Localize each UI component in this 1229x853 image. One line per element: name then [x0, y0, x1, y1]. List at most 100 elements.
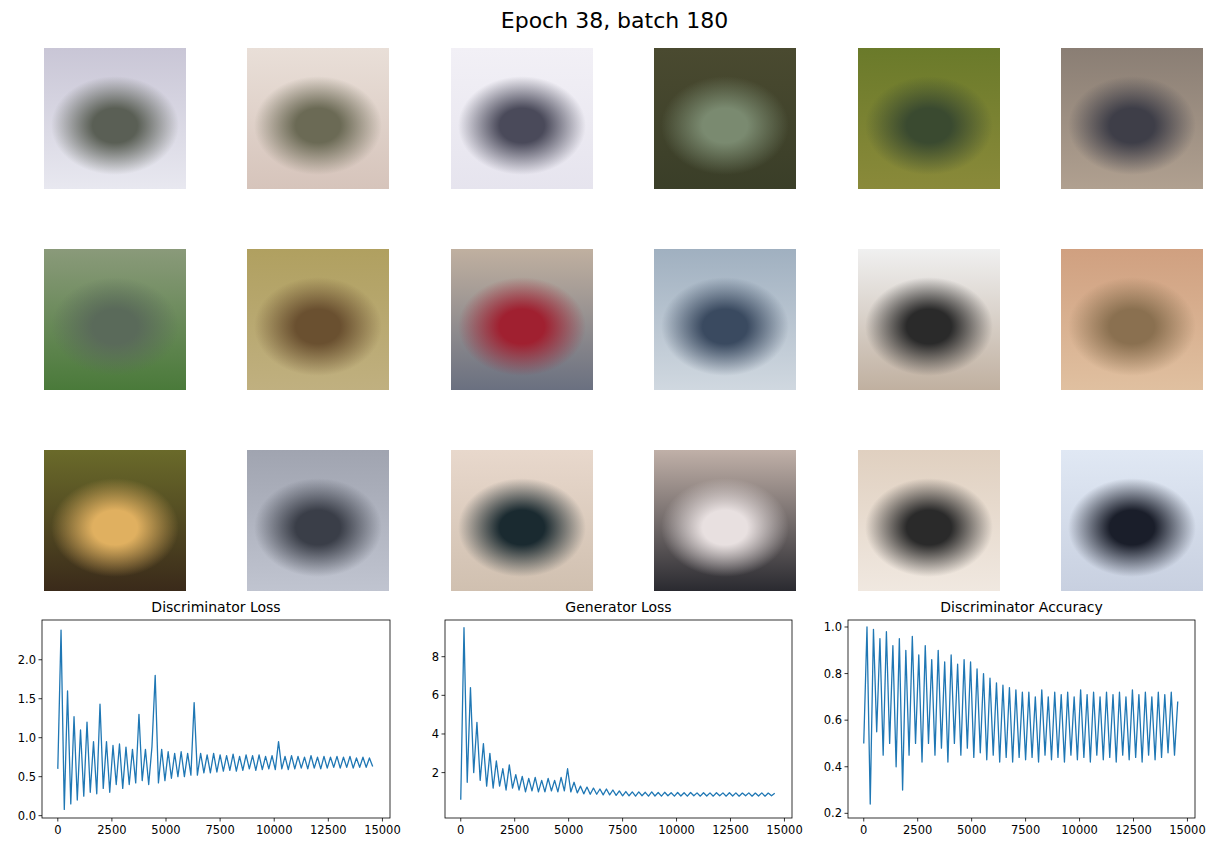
x-tick: [220, 818, 221, 822]
y-tick: [442, 656, 446, 657]
sample-image: [654, 450, 796, 591]
y-tick: [845, 626, 849, 627]
sample-image: [44, 48, 186, 189]
x-tick: [1079, 818, 1080, 822]
figure: Epoch 38, batch 180Discriminator Loss025…: [0, 0, 1229, 853]
x-tick-label: 7500: [1011, 823, 1040, 837]
y-tick: [442, 772, 446, 773]
y-tick-label: 2: [432, 766, 439, 780]
x-tick-label: 15000: [1169, 823, 1206, 837]
y-tick: [845, 813, 849, 814]
data-line: [461, 628, 775, 800]
x-tick: [971, 818, 972, 822]
x-tick: [514, 818, 515, 822]
plot-area: [58, 630, 373, 809]
y-tick-label: 1.5: [18, 692, 36, 706]
y-tick-label: 0.2: [824, 806, 842, 820]
x-tick: [274, 818, 275, 822]
x-tick-label: 5000: [151, 823, 180, 837]
y-tick-label: 0.8: [824, 667, 842, 681]
y-tick-label: 0.6: [824, 713, 842, 727]
x-tick-label: 10000: [1061, 823, 1098, 837]
y-tick-label: 6: [432, 688, 439, 702]
x-tick-label: 12500: [1115, 823, 1152, 837]
axes-frame: [848, 620, 1195, 818]
x-tick: [784, 818, 785, 822]
y-tick: [39, 698, 43, 699]
x-tick-label: 2500: [97, 823, 126, 837]
sample-image: [858, 450, 1000, 591]
plot-area: [864, 627, 1178, 804]
y-tick-label: 0.5: [18, 770, 36, 784]
x-tick-label: 7500: [205, 823, 234, 837]
sample-image: [451, 249, 593, 390]
x-tick-label: 15000: [364, 823, 401, 837]
y-tick: [39, 815, 43, 816]
sample-image: [451, 48, 593, 189]
x-tick-label: 0: [54, 823, 61, 837]
axes-title: Discriminator Accuracy: [940, 599, 1102, 615]
y-tick: [39, 659, 43, 660]
x-tick: [328, 818, 329, 822]
sample-image: [654, 48, 796, 189]
figure-title: Epoch 38, batch 180: [501, 8, 728, 33]
x-tick: [460, 818, 461, 822]
x-tick-label: 10000: [256, 823, 293, 837]
x-tick-label: 5000: [554, 823, 583, 837]
x-tick: [111, 818, 112, 822]
x-tick: [676, 818, 677, 822]
sample-image: [1061, 48, 1203, 189]
x-tick-label: 0: [860, 823, 867, 837]
axes: Discriminator Loss 0 2500 5000 7500 10000 1250…: [18, 599, 401, 837]
x-tick: [917, 818, 918, 822]
axes: Generator Loss02500500075001000012500150…: [432, 599, 803, 837]
axes-frame: [42, 620, 390, 818]
y-tick-label: 1.0: [18, 731, 36, 745]
plot-area: [461, 628, 775, 800]
x-tick: [568, 818, 569, 822]
y-tick: [442, 695, 446, 696]
x-tick: [863, 818, 864, 822]
x-tick-label: 12500: [310, 823, 347, 837]
x-tick: [1133, 818, 1134, 822]
axes-title: Discriminator Loss: [151, 599, 280, 615]
x-tick: [622, 818, 623, 822]
sample-image: [247, 450, 389, 591]
sample-image: [1061, 450, 1203, 591]
x-tick: [166, 818, 167, 822]
y-tick-label: 1.0: [824, 620, 842, 634]
x-tick: [730, 818, 731, 822]
sample-image: [247, 48, 389, 189]
x-tick: [382, 818, 383, 822]
x-tick-label: 12500: [712, 823, 749, 837]
y-tick: [39, 776, 43, 777]
sample-image: [44, 450, 186, 591]
axes-title: Generator Loss: [565, 599, 671, 615]
x-tick-label: 10000: [658, 823, 695, 837]
axes-frame: [445, 620, 792, 818]
y-tick: [845, 673, 849, 674]
x-tick: [57, 818, 58, 822]
y-tick-label: 4: [432, 727, 439, 741]
y-tick-label: 0.4: [824, 760, 842, 774]
x-tick-label: 0: [457, 823, 464, 837]
sample-image: [451, 450, 593, 591]
y-tick: [442, 733, 446, 734]
y-tick: [845, 720, 849, 721]
data-line: [864, 627, 1178, 804]
sample-image: [654, 249, 796, 390]
y-tick: [39, 737, 43, 738]
sample-image: [858, 48, 1000, 189]
x-tick-label: 15000: [766, 823, 803, 837]
x-tick-label: 2500: [903, 823, 932, 837]
axes: Discriminator Accuracy025005000750010000…: [824, 599, 1206, 837]
sample-image: [44, 249, 186, 390]
data-line: [58, 630, 373, 809]
x-tick: [1187, 818, 1188, 822]
x-tick: [1025, 818, 1026, 822]
y-tick: [845, 766, 849, 767]
sample-image: [858, 249, 1000, 390]
y-tick-label: 0.0: [18, 809, 36, 823]
y-tick-label: 2.0: [18, 653, 36, 667]
sample-image: [247, 249, 389, 390]
